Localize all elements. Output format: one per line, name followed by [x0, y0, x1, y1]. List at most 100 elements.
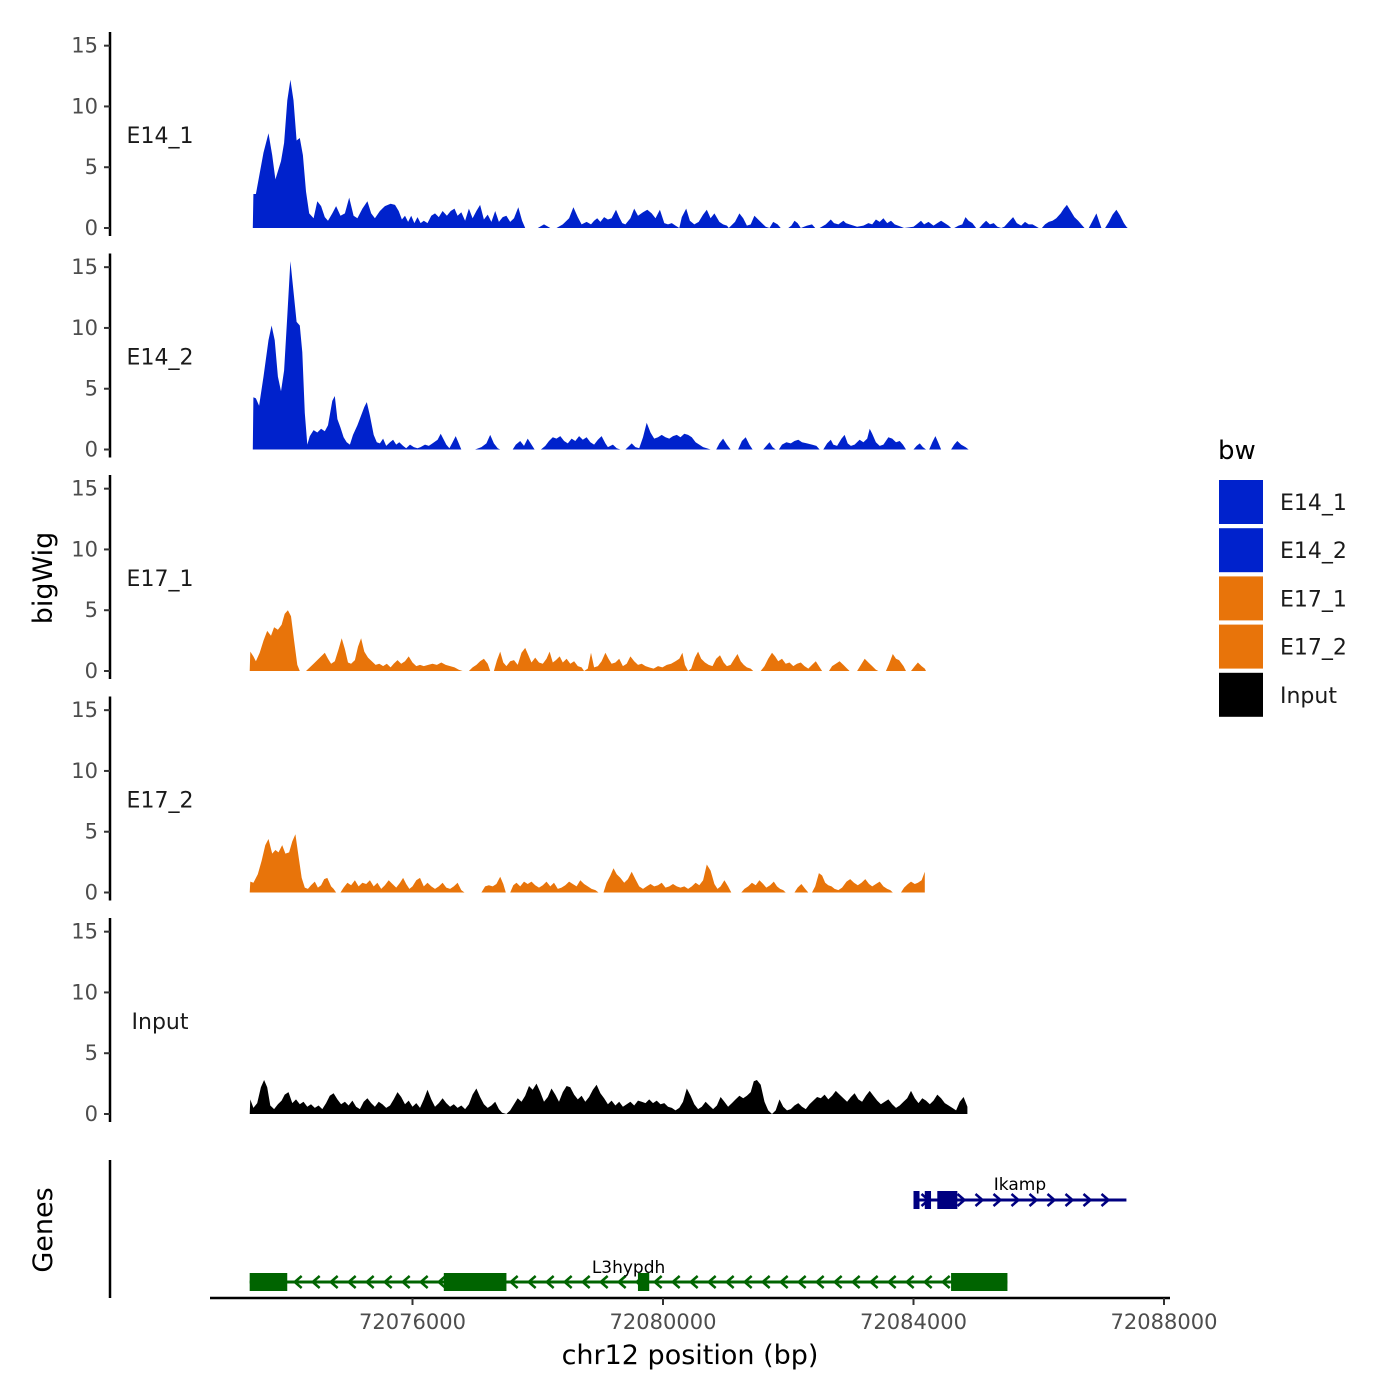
y-tick-label: 0 [85, 216, 98, 240]
strand-arrow [670, 1275, 681, 1289]
x-axis-title: chr12 position (bp) [562, 1340, 819, 1371]
legend-key-E17_2 [1219, 624, 1263, 669]
strand-arrow [814, 1275, 825, 1289]
strand-arrow [742, 1275, 753, 1289]
track-panel-E17_1: 0 5 10 15 E17_1 [71, 475, 926, 683]
strand-arrow [1028, 1193, 1039, 1207]
strand-arrow [974, 1193, 985, 1207]
strand-arrow [616, 1275, 627, 1289]
strand-arrow [346, 1275, 357, 1289]
strand-arrow [382, 1275, 393, 1289]
strand-arrow [1082, 1193, 1093, 1207]
exon [913, 1191, 920, 1209]
strand-arrow [598, 1275, 609, 1289]
y-tick-label: 5 [85, 155, 98, 179]
y-tick-label: 5 [85, 1041, 98, 1065]
strand-arrow [1064, 1193, 1075, 1207]
strand-arrow [992, 1193, 1003, 1207]
strand-arrow [1010, 1193, 1021, 1207]
strand-arrow [364, 1275, 375, 1289]
strand-arrow [418, 1275, 429, 1289]
track-label: E17_2 [127, 789, 194, 814]
track-panel-E17_2: 0 5 10 15 E17_2 [71, 696, 925, 905]
genes-panel: Ikamp L3hypdh [108, 1160, 1127, 1298]
strand-arrow [868, 1275, 879, 1289]
gene-label: L3hypdh [592, 1258, 665, 1278]
track-panel-E14_2: 0 5 10 15 E14_2 [71, 253, 969, 462]
y-tick-label: 10 [71, 759, 98, 783]
legend-title: bw [1218, 436, 1256, 466]
strand-arrow [580, 1275, 591, 1289]
y-axis-title: bigWig [28, 532, 59, 625]
gene-label: Ikamp [994, 1175, 1046, 1195]
track-label: Input [132, 1010, 189, 1035]
signal-panels: 0 5 10 15 E14_1 0 5 10 15 E14_2 0 5 10 15 E17_1 0 5 10 15 E… [71, 32, 1128, 1126]
strand-arrow [292, 1275, 303, 1289]
signal-area-E17_1 [249, 610, 926, 671]
signal-area-E14_1 [252, 79, 1128, 228]
exon [951, 1273, 1008, 1291]
strand-arrow [796, 1275, 807, 1289]
exon [637, 1273, 650, 1291]
strand-arrow [886, 1275, 897, 1289]
y-tick-label: 15 [71, 698, 98, 722]
signal-area-E14_2 [252, 261, 969, 450]
strand-arrow [904, 1275, 915, 1289]
x-tick-label: 72080000 [610, 1310, 717, 1334]
track-label: E14_2 [127, 346, 194, 371]
y-tick-label: 10 [71, 537, 98, 561]
legend-key-E14_2 [1219, 528, 1263, 573]
track-panel-E14_1: 0 5 10 15 E14_1 [71, 32, 1128, 240]
strand-arrow [436, 1275, 447, 1289]
x-tick-label: 72088000 [1111, 1310, 1218, 1334]
strand-arrow [328, 1275, 339, 1289]
legend-key-Input [1219, 672, 1263, 717]
gene-L3hypdh: L3hypdh [249, 1258, 1008, 1291]
strand-arrow [688, 1275, 699, 1289]
y-tick-label: 5 [85, 820, 98, 844]
y-tick-label: 10 [71, 94, 98, 118]
y-tick-label: 0 [85, 1102, 98, 1126]
y-tick-label: 0 [85, 881, 98, 905]
exon [249, 1273, 288, 1291]
genes-axis-title: Genes [28, 1187, 59, 1272]
strand-arrow [310, 1275, 321, 1289]
legend: bw E14_1 E14_2 E17_1 E17_2 Input [1218, 436, 1347, 717]
strand-arrow [562, 1275, 573, 1289]
strand-arrow [652, 1275, 663, 1289]
strand-arrow [400, 1275, 411, 1289]
strand-arrow [1046, 1193, 1057, 1207]
strand-arrow [526, 1275, 537, 1289]
signal-area-Input [249, 1080, 968, 1114]
x-axis: 72076000 72080000 72084000 72088000 [210, 1296, 1218, 1334]
legend-key-E17_1 [1219, 576, 1263, 621]
y-tick-label: 15 [71, 34, 98, 58]
exon [937, 1191, 958, 1209]
legend-key-E14_1 [1219, 480, 1263, 524]
track-label: E14_1 [127, 124, 194, 149]
legend-label: E14_2 [1280, 539, 1347, 564]
strand-arrow [940, 1275, 951, 1289]
strand-arrow [508, 1275, 519, 1289]
strand-arrow [760, 1275, 771, 1289]
signal-area-E17_2 [249, 834, 925, 893]
strand-arrow [724, 1275, 735, 1289]
legend-label: Input [1280, 684, 1337, 709]
x-tick-label: 72076000 [359, 1310, 466, 1334]
legend-label: E17_1 [1280, 587, 1347, 612]
legend-label: E14_1 [1280, 491, 1347, 516]
strand-arrow [850, 1275, 861, 1289]
strand-arrow [832, 1275, 843, 1289]
strand-arrow [706, 1275, 717, 1289]
exon [924, 1191, 932, 1209]
track-panel-Input: 0 5 10 15 Input [71, 918, 968, 1126]
y-tick-label: 0 [85, 659, 98, 683]
y-tick-label: 0 [85, 438, 98, 462]
y-tick-label: 5 [85, 377, 98, 401]
y-tick-label: 15 [71, 477, 98, 501]
y-tick-label: 5 [85, 598, 98, 622]
x-tick-label: 72084000 [860, 1310, 967, 1334]
strand-arrow [922, 1275, 933, 1289]
strand-arrow [1100, 1193, 1111, 1207]
